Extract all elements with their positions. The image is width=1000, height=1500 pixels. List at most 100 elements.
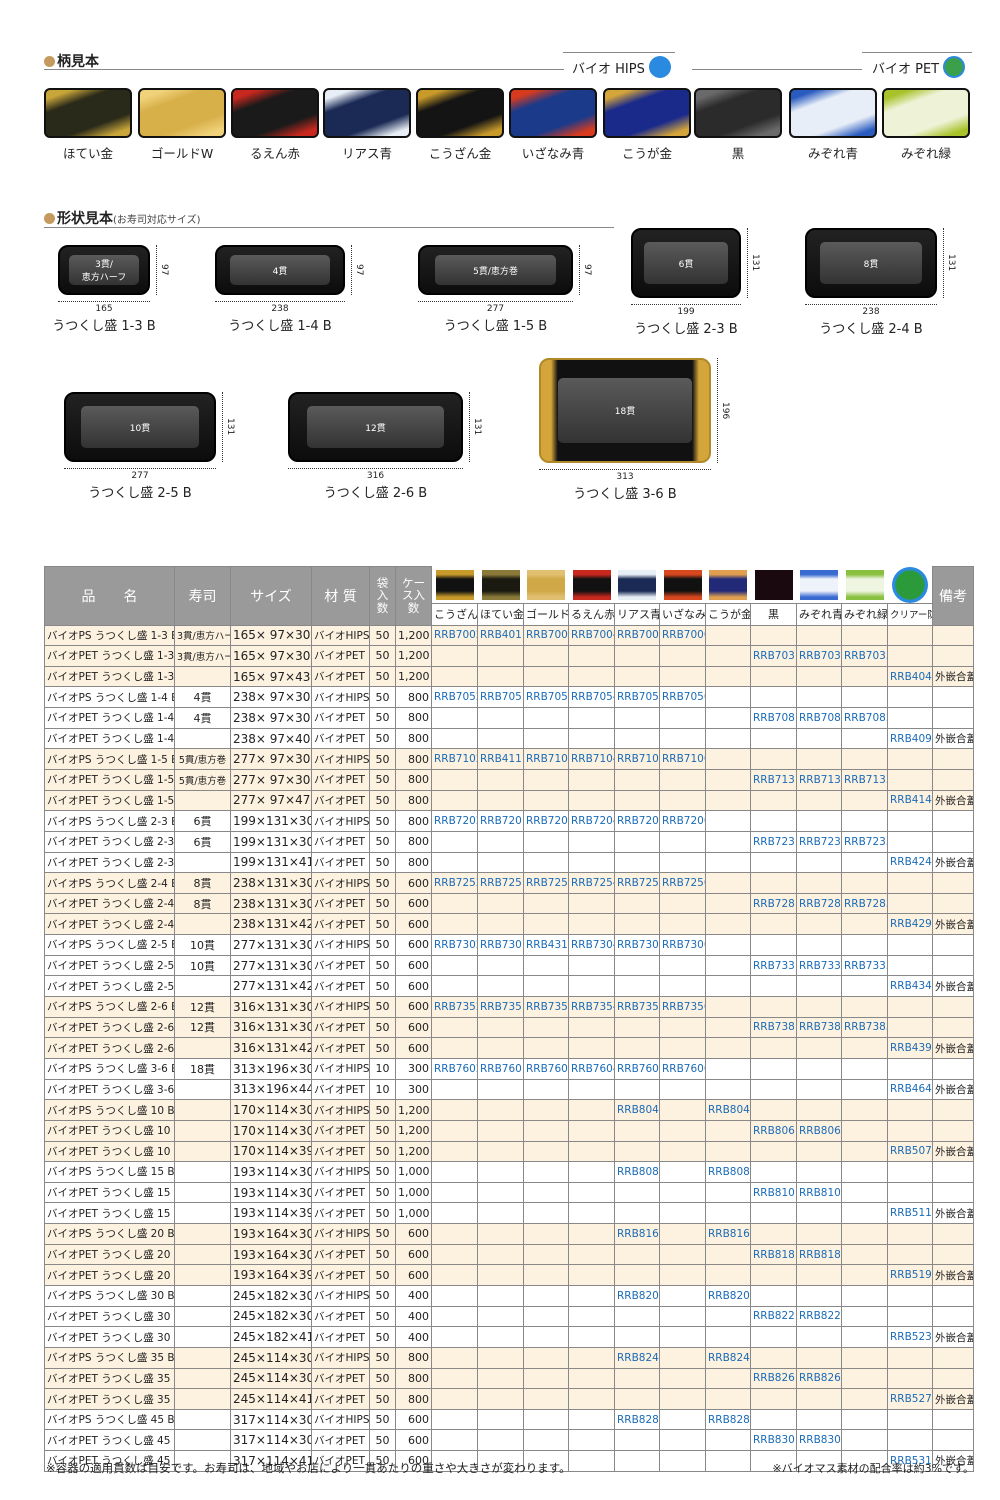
product-code bbox=[568, 645, 615, 667]
product-code bbox=[659, 1450, 706, 1472]
note: 外嵌合蓋 bbox=[932, 727, 974, 750]
product-code: RRB8221 bbox=[750, 1305, 797, 1328]
bullet-icon bbox=[44, 212, 55, 224]
sushi-count: 3貫/恵方ハーフ bbox=[174, 645, 231, 667]
product-code: RRB7331 bbox=[750, 954, 797, 977]
product-code bbox=[750, 1099, 797, 1121]
bag-qty: 50 bbox=[369, 1181, 396, 1204]
table-row: バイオPET うつくし盛 35 OCZ 245×114×41バイオPET50800… bbox=[44, 1388, 974, 1410]
product-code bbox=[841, 748, 888, 770]
product-code bbox=[796, 1223, 842, 1245]
sushi-count: 8貫 bbox=[174, 872, 231, 894]
shape-name: うつくし盛 1-4 B bbox=[228, 319, 332, 334]
note: 外嵌合蓋 bbox=[932, 665, 974, 688]
pattern-swatch bbox=[789, 88, 877, 138]
bag-qty: 50 bbox=[369, 768, 396, 791]
pattern-label: るえん赤 bbox=[249, 146, 300, 161]
material: バイオPET bbox=[311, 645, 370, 667]
material: バイオPET bbox=[311, 727, 370, 750]
size: 277× 97×30 bbox=[230, 748, 312, 770]
product-code bbox=[568, 1450, 615, 1472]
size: 193×114×39 bbox=[230, 1202, 312, 1225]
product-code bbox=[568, 892, 615, 915]
product-code bbox=[614, 1119, 660, 1142]
table-row: バイオPET うつくし盛 10 BZ 170×114×30 バイオPET 50 1,20… bbox=[44, 1119, 974, 1142]
case-qty: 1,000 bbox=[395, 1161, 432, 1183]
product-code bbox=[614, 1326, 660, 1348]
bag-qty: 50 bbox=[369, 727, 396, 750]
product-code bbox=[523, 913, 569, 936]
product-code bbox=[431, 1016, 478, 1039]
size: 170×114×39 bbox=[230, 1140, 312, 1163]
case-qty: 800 bbox=[395, 810, 432, 832]
product-code bbox=[477, 830, 524, 853]
bag-qty: 50 bbox=[369, 1099, 396, 1121]
product-code bbox=[431, 768, 478, 791]
product-code bbox=[477, 1202, 524, 1225]
product-code bbox=[477, 1099, 524, 1121]
product-code bbox=[659, 665, 706, 688]
case-qty: 600 bbox=[395, 954, 432, 977]
size: 277×131×30 bbox=[230, 934, 312, 956]
product-name: バイオPET うつくし盛 35 OCZ bbox=[44, 1388, 175, 1410]
product-code bbox=[796, 665, 842, 688]
product-code: RRB5314 bbox=[887, 1450, 933, 1472]
product-code bbox=[523, 1016, 569, 1039]
material: バイオHIPS bbox=[311, 810, 370, 832]
material: バイオPET bbox=[311, 913, 370, 936]
product-name: バイオPS うつくし盛 2-4 B bbox=[44, 872, 175, 894]
product-code bbox=[614, 892, 660, 915]
table-row: バイオPS うつくし盛 2-6 B 12貫 316×131×30 バイオHIPS 50 6… bbox=[44, 996, 974, 1018]
header-note: 備考 bbox=[932, 566, 974, 626]
product-code bbox=[477, 1037, 524, 1059]
tray-capacity-label: 10貫 bbox=[80, 405, 200, 449]
product-code bbox=[841, 624, 888, 647]
product-code bbox=[841, 1285, 888, 1307]
product-code: RRB8245 bbox=[614, 1346, 660, 1369]
case-qty: 600 bbox=[395, 1223, 432, 1245]
product-code bbox=[750, 665, 797, 688]
product-code bbox=[431, 1408, 478, 1431]
product-name: バイオPET うつくし盛 2-4 OC bbox=[44, 913, 175, 936]
product-code: RRB8287 bbox=[705, 1408, 751, 1431]
product-code bbox=[841, 1305, 888, 1328]
product-code bbox=[750, 1388, 797, 1410]
product-code bbox=[750, 810, 797, 832]
product-code: RRB8261 bbox=[750, 1367, 797, 1390]
shape-name: うつくし盛 1-5 B bbox=[443, 319, 548, 334]
material: バイオPET bbox=[311, 1367, 370, 1390]
product-code bbox=[705, 872, 751, 894]
table-row: バイオPET うつくし盛 2-4 B 8貫 238×131×30 バイオPET 50 60… bbox=[44, 892, 974, 915]
product-code bbox=[841, 1057, 888, 1080]
patterns-title-text: 柄見本 bbox=[57, 54, 99, 70]
case-qty: 800 bbox=[395, 851, 432, 874]
table-row: バイオPET うつくし盛 2-6 OC 316×131×42バイオPET50600… bbox=[44, 1037, 974, 1059]
product-code bbox=[705, 1016, 751, 1039]
product-code bbox=[523, 1223, 569, 1245]
product-code bbox=[750, 1223, 797, 1245]
product-code bbox=[568, 1285, 615, 1307]
bag-qty: 50 bbox=[369, 1223, 396, 1245]
product-code bbox=[614, 665, 660, 688]
product-code bbox=[841, 1119, 888, 1142]
hips-label: バイオ HIPS bbox=[572, 56, 671, 78]
product-code bbox=[887, 624, 933, 647]
patterns-title: 柄見本 bbox=[44, 51, 99, 71]
product-code bbox=[477, 975, 524, 998]
product-code bbox=[659, 1099, 706, 1121]
product-name: バイオPS うつくし盛 2-5 B bbox=[44, 934, 175, 956]
material: バイオPET bbox=[311, 1202, 370, 1225]
material: バイオHIPS bbox=[311, 1161, 370, 1183]
product-code bbox=[887, 830, 933, 853]
product-code bbox=[568, 768, 615, 791]
product-name: バイオPET うつくし盛 2-5 B bbox=[44, 954, 175, 977]
product-code: RRB7106 bbox=[659, 748, 706, 770]
product-code bbox=[750, 686, 797, 709]
product-code bbox=[568, 1161, 615, 1183]
bag-qty: 50 bbox=[369, 1119, 396, 1142]
product-code bbox=[614, 1367, 660, 1390]
product-code bbox=[887, 1285, 933, 1307]
table-row: バイオPS うつくし盛 20 BZ 193×164×30 バイオHIPS 50 600 R… bbox=[44, 1223, 974, 1245]
product-code: RRB8061 bbox=[750, 1119, 797, 1142]
product-code bbox=[796, 748, 842, 770]
